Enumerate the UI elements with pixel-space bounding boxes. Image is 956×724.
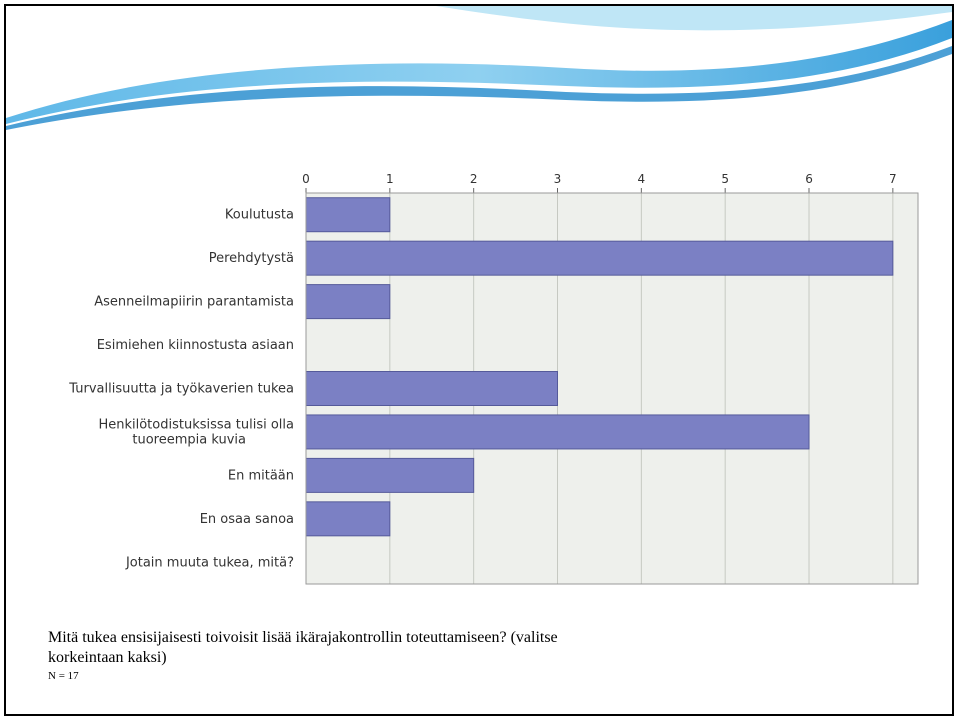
x-axis-ticks: 0 1 2 3 4 5 6 7: [302, 172, 897, 193]
survey-question-line-1: Mitä tukea ensisijaisesti toivoisit lisä…: [48, 629, 558, 646]
tick-label-0: 0: [302, 172, 310, 186]
category-label-5: Turvallisuutta ja työkaverien tukea: [68, 382, 294, 397]
bar-5: [305, 371, 559, 406]
bars: [305, 197, 894, 537]
tick-label-6: 6: [805, 172, 813, 186]
plot-border: [305, 192, 919, 585]
category-label-4: Esimiehen kiinnostusta asiaan: [97, 338, 294, 353]
category-label-2: Perehdytystä: [209, 251, 294, 266]
slide: 0 1 2 3 4 5 6 7 Koulutusta Perehdytystä Asenneilm…: [4, 4, 954, 716]
bar-7: [305, 457, 475, 493]
bar-3: [305, 284, 391, 320]
chart-caption: Mitä tukea ensisijaisesti toivoisit lisä…: [48, 628, 668, 684]
category-label-9: Jotain muuta tukea, mitä?: [125, 555, 294, 570]
bar-6: [305, 414, 810, 450]
category-labels: Koulutusta Perehdytystä Asenneilmapiirin p…: [68, 208, 294, 571]
bar-1: [305, 197, 391, 233]
category-label-7: En mitään: [228, 468, 294, 483]
bar-8: [305, 501, 391, 537]
tick-label-2: 2: [470, 172, 478, 186]
category-label-8: En osaa sanoa: [200, 512, 294, 527]
survey-question: Mitä tukea ensisijaisesti toivoisit lisä…: [48, 628, 668, 668]
category-label-1: Koulutusta: [225, 208, 294, 223]
decorative-wave-header: [6, 6, 952, 130]
chart-area: 0 1 2 3 4 5 6 7 Koulutusta Perehdytystä Asenneilm…: [42, 169, 922, 594]
tick-label-4: 4: [638, 172, 646, 186]
tick-label-1: 1: [386, 172, 394, 186]
sample-size: N = 17: [48, 670, 79, 682]
bar-chart: 0 1 2 3 4 5 6 7 Koulutusta Perehdytystä Asenneilm…: [68, 172, 919, 585]
survey-question-line-2: korkeintaan kaksi): [48, 649, 167, 666]
category-label-6: Henkilötodistuksissa tulisi olla tuoreemp…: [98, 417, 294, 447]
tick-label-5: 5: [721, 172, 729, 186]
tick-label-7: 7: [889, 172, 897, 186]
category-label-3: Asenneilmapiirin parantamista: [94, 295, 294, 310]
bar-2: [305, 240, 894, 276]
tick-label-3: 3: [554, 172, 562, 186]
